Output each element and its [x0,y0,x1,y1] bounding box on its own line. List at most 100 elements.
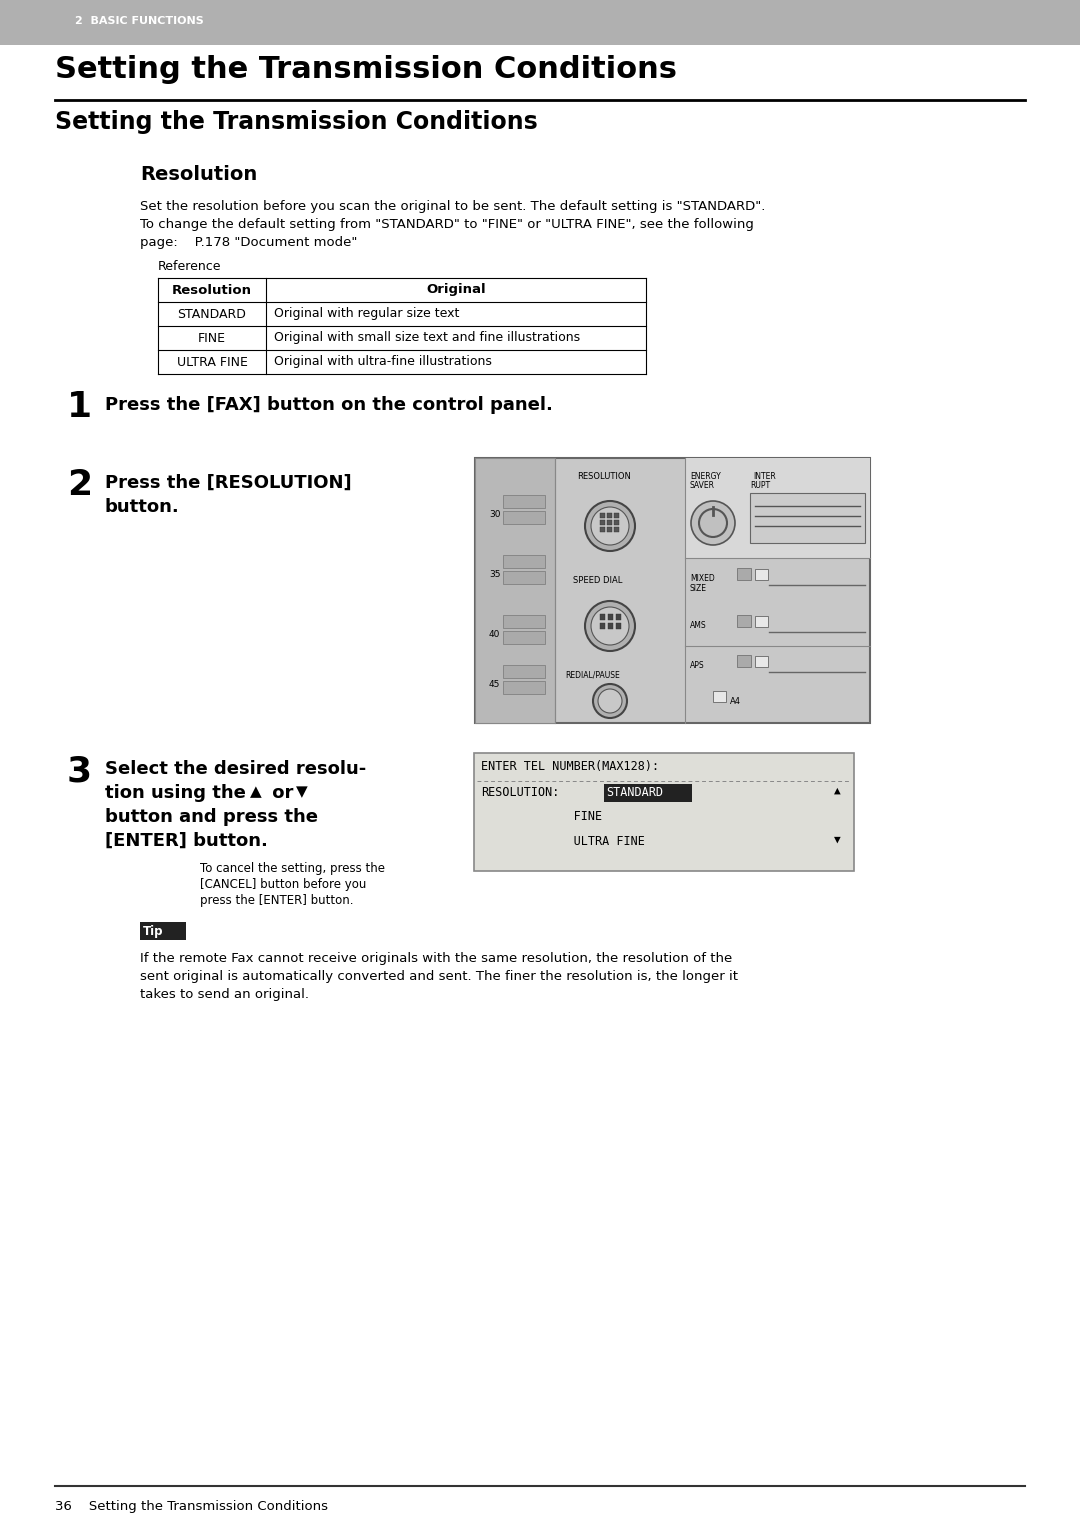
Circle shape [591,507,629,545]
FancyBboxPatch shape [755,617,768,627]
Text: ▼: ▼ [296,784,308,800]
Text: button and press the: button and press the [105,807,318,826]
FancyBboxPatch shape [600,520,605,525]
Text: APS: APS [690,661,704,670]
FancyBboxPatch shape [600,613,605,620]
FancyBboxPatch shape [607,526,612,533]
Text: 36    Setting the Transmission Conditions: 36 Setting the Transmission Conditions [55,1500,328,1512]
Text: 45: 45 [489,681,500,690]
FancyBboxPatch shape [503,511,545,523]
Text: To cancel the setting, press the: To cancel the setting, press the [200,862,384,874]
FancyBboxPatch shape [475,458,555,723]
Text: Reference: Reference [158,259,221,273]
Text: To change the default setting from "STANDARD" to "FINE" or "ULTRA FINE", see the: To change the default setting from "STAN… [140,218,754,230]
FancyBboxPatch shape [503,665,545,678]
FancyBboxPatch shape [503,494,545,508]
FancyBboxPatch shape [600,513,605,517]
FancyBboxPatch shape [615,526,619,533]
Text: 40: 40 [489,630,500,639]
Text: Setting the Transmission Conditions: Setting the Transmission Conditions [55,55,677,84]
FancyBboxPatch shape [737,655,751,667]
Text: Press the [FAX] button on the control panel.: Press the [FAX] button on the control pa… [105,397,553,414]
Text: [CANCEL] button before you: [CANCEL] button before you [200,877,366,891]
Text: 30: 30 [489,510,500,519]
Text: SPEED DIAL: SPEED DIAL [573,575,622,584]
Circle shape [591,607,629,645]
FancyBboxPatch shape [503,681,545,694]
FancyBboxPatch shape [0,0,1080,44]
Text: RUPT: RUPT [750,481,770,490]
Text: ▼: ▼ [834,835,840,845]
Text: ULTRA FINE: ULTRA FINE [481,835,645,848]
Text: STANDARD: STANDARD [177,308,246,320]
FancyBboxPatch shape [503,555,545,568]
Text: Press the [RESOLUTION]: Press the [RESOLUTION] [105,475,352,491]
FancyBboxPatch shape [755,569,768,580]
Text: takes to send an original.: takes to send an original. [140,987,309,1001]
Text: If the remote Fax cannot receive originals with the same resolution, the resolut: If the remote Fax cannot receive origina… [140,952,732,964]
Circle shape [585,601,635,652]
Text: FINE: FINE [198,331,226,345]
Text: AMS: AMS [690,621,706,630]
FancyBboxPatch shape [503,571,545,584]
FancyBboxPatch shape [503,615,545,629]
Circle shape [598,690,622,713]
FancyBboxPatch shape [755,656,768,667]
Text: REDIAL/PAUSE: REDIAL/PAUSE [565,670,620,679]
FancyBboxPatch shape [607,513,612,517]
Text: press the [ENTER] button.: press the [ENTER] button. [200,894,353,906]
Circle shape [593,684,627,719]
Text: 2: 2 [67,468,92,502]
FancyBboxPatch shape [615,520,619,525]
FancyBboxPatch shape [503,630,545,644]
FancyBboxPatch shape [604,784,692,803]
Text: Resolution: Resolution [140,165,257,185]
FancyBboxPatch shape [600,623,605,629]
FancyBboxPatch shape [750,493,865,543]
FancyBboxPatch shape [616,623,621,629]
Text: 3: 3 [67,754,92,787]
Text: 35: 35 [489,571,500,578]
Text: RESOLUTION:: RESOLUTION: [481,786,559,800]
FancyBboxPatch shape [140,922,186,940]
Text: FINE: FINE [481,810,603,823]
Text: 1: 1 [67,391,92,424]
Text: MIXED
SIZE: MIXED SIZE [690,574,715,594]
Text: STANDARD: STANDARD [606,786,663,800]
Text: [ENTER] button.: [ENTER] button. [105,832,268,850]
Circle shape [691,501,735,545]
Text: Resolution: Resolution [172,284,252,296]
FancyBboxPatch shape [737,615,751,627]
FancyBboxPatch shape [474,752,854,871]
FancyBboxPatch shape [713,691,726,702]
Text: Original with ultra-fine illustrations: Original with ultra-fine illustrations [274,356,491,368]
FancyBboxPatch shape [608,623,613,629]
FancyBboxPatch shape [607,520,612,525]
Text: page:    P.178 "Document mode": page: P.178 "Document mode" [140,237,357,249]
Text: RESOLUTION: RESOLUTION [577,472,631,481]
Text: Setting the Transmission Conditions: Setting the Transmission Conditions [55,110,538,134]
Text: tion using the: tion using the [105,784,246,803]
FancyBboxPatch shape [737,568,751,580]
Text: ▲: ▲ [834,786,840,797]
Circle shape [585,501,635,551]
FancyBboxPatch shape [600,526,605,533]
Text: Select the desired resolu-: Select the desired resolu- [105,760,366,778]
Text: ULTRA FINE: ULTRA FINE [176,356,247,368]
FancyBboxPatch shape [685,458,870,559]
FancyBboxPatch shape [608,613,613,620]
Text: or: or [266,784,299,803]
Text: INTER: INTER [753,472,775,481]
Text: 2  BASIC FUNCTIONS: 2 BASIC FUNCTIONS [75,15,204,26]
Text: sent original is automatically converted and sent. The finer the resolution is, : sent original is automatically converted… [140,971,738,983]
Text: Tip: Tip [143,925,163,938]
FancyBboxPatch shape [615,513,619,517]
Text: Original with regular size text: Original with regular size text [274,308,459,320]
Text: ENERGY: ENERGY [690,472,720,481]
Text: SAVER: SAVER [690,481,715,490]
Text: Set the resolution before you scan the original to be sent. The default setting : Set the resolution before you scan the o… [140,200,766,214]
FancyBboxPatch shape [616,613,621,620]
FancyBboxPatch shape [475,458,870,723]
Text: ▲: ▲ [249,784,261,800]
Text: Original with small size text and fine illustrations: Original with small size text and fine i… [274,331,580,345]
